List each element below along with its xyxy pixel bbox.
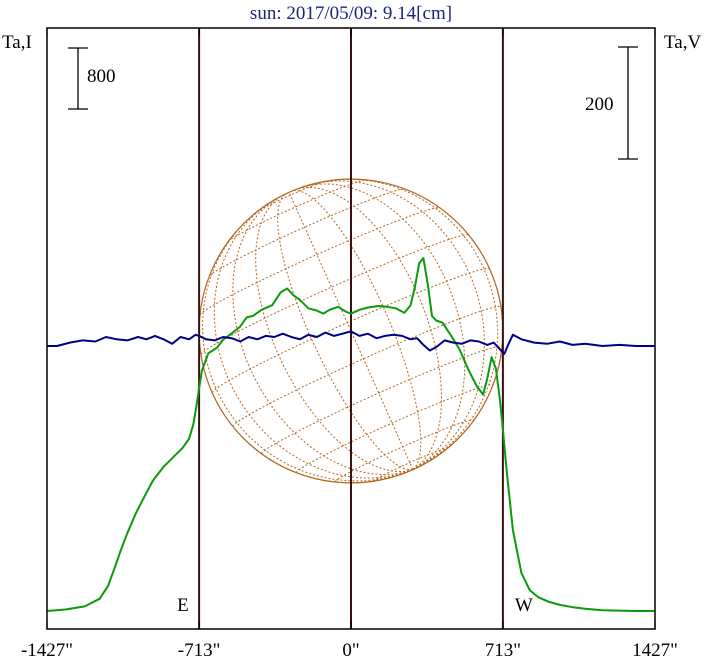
latitude-line — [227, 179, 367, 242]
longitude-line — [292, 189, 422, 470]
longitude-line — [296, 186, 442, 470]
longitude-line — [277, 193, 413, 471]
series-line-tai — [46, 257, 655, 612]
right-scale-bar: 200 — [585, 46, 638, 160]
x-tick-label: -1427" — [21, 640, 73, 661]
longitude-line — [213, 201, 413, 479]
right-scale-bar-value: 200 — [585, 94, 614, 115]
chart-title: sun: 2017/05/09: 9.14[cm] — [250, 3, 452, 24]
latitude-line — [199, 207, 440, 316]
left-axis-label: Ta,I — [2, 32, 32, 53]
latitude-line — [209, 188, 405, 277]
longitude-line — [255, 195, 413, 473]
longitude-line — [308, 180, 485, 470]
latitude-line — [256, 180, 326, 213]
left-scale-bar-value: 800 — [87, 66, 116, 87]
x-tick-label: 1427" — [632, 640, 678, 661]
latitude-line — [296, 384, 494, 474]
longitude-line — [202, 211, 413, 482]
longitude-line — [232, 196, 413, 476]
x-tick-label: 713" — [485, 640, 521, 661]
right-axis-label: Ta,V — [664, 32, 701, 53]
latitude-line — [261, 345, 503, 454]
x-tick-label: 0" — [342, 640, 359, 661]
x-axis-ticks: -1427" -713" 0" 713" 1427" — [21, 28, 678, 661]
left-scale-bar: 800 — [68, 47, 116, 110]
curves — [46, 257, 655, 612]
series-line-tav — [47, 330, 655, 355]
latitude-line — [374, 448, 448, 482]
longitude-line — [299, 183, 466, 470]
limb-marker-label-w: W — [515, 595, 533, 616]
limb-marker-label-e: E — [177, 595, 189, 616]
x-tick-label: -713" — [178, 640, 221, 661]
solar-disk-grid — [198, 178, 504, 484]
